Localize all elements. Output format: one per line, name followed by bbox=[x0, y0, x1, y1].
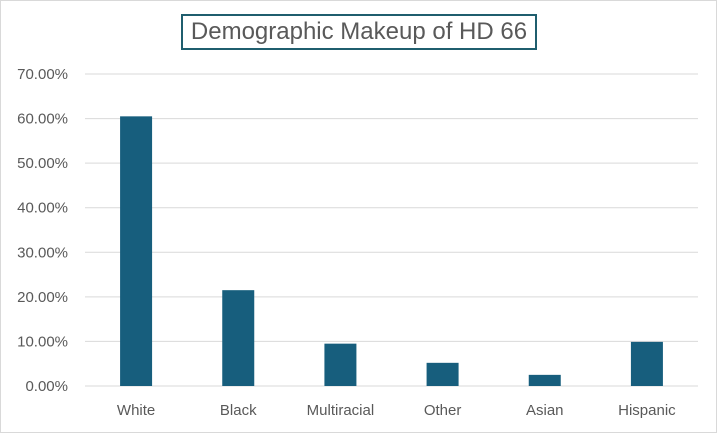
bar-other bbox=[426, 362, 459, 386]
bar-white bbox=[120, 116, 153, 386]
x-tick-label: White bbox=[117, 402, 155, 419]
x-tick-label: Asian bbox=[526, 402, 564, 419]
y-tick-label: 20.00% bbox=[17, 289, 68, 306]
gridlines bbox=[85, 73, 698, 387]
x-axis-labels: White Black Multiracial Other Asian Hispanic bbox=[117, 402, 676, 419]
x-tick-label: Other bbox=[424, 402, 462, 419]
y-tick-label: 60.00% bbox=[17, 111, 68, 128]
y-tick-label: 10.00% bbox=[17, 333, 68, 350]
bar-multiracial bbox=[324, 343, 357, 386]
y-tick-label: 70.00% bbox=[17, 66, 68, 83]
y-tick-label: 0.00% bbox=[25, 378, 68, 395]
bar-hispanic bbox=[630, 341, 663, 386]
bar-asian bbox=[528, 374, 561, 386]
bar-black bbox=[222, 290, 255, 386]
x-tick-label: Black bbox=[220, 402, 257, 419]
y-axis-ticks: 0.00% 10.00% 20.00% 30.00% 40.00% 50.00% 60.00… bbox=[17, 66, 68, 395]
y-tick-label: 50.00% bbox=[17, 155, 68, 172]
bars bbox=[120, 116, 663, 386]
chart-title: Demographic Makeup of HD 66 bbox=[181, 14, 537, 50]
x-tick-label: Hispanic bbox=[618, 402, 676, 419]
y-tick-label: 30.00% bbox=[17, 244, 68, 261]
x-tick-label: Multiracial bbox=[307, 402, 375, 419]
y-tick-label: 40.00% bbox=[17, 200, 68, 217]
